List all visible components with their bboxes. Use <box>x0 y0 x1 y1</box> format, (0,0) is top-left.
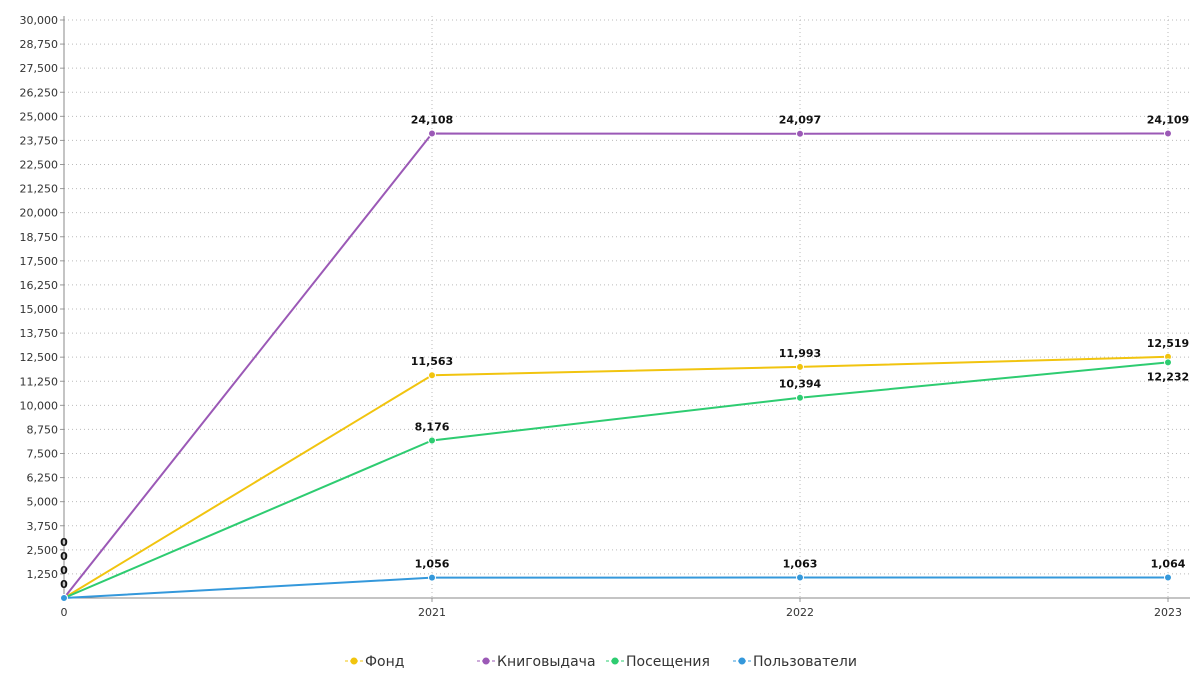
y-tick-label: 28,750 <box>20 38 59 51</box>
x-tick-label: 2023 <box>1154 606 1182 619</box>
data-label: 0 <box>60 536 68 549</box>
x-tick-label: 0 <box>61 606 68 619</box>
y-tick-label: 20,000 <box>20 207 59 220</box>
data-point <box>796 393 804 402</box>
x-tick-label: 2022 <box>786 606 814 619</box>
data-point <box>1164 358 1172 367</box>
y-tick-label: 25,000 <box>20 110 59 123</box>
data-point <box>428 573 436 582</box>
legend-label: Посещения <box>626 654 710 670</box>
series-line <box>63 355 1169 599</box>
data-point <box>428 371 436 380</box>
legend-marker <box>350 657 358 665</box>
data-label: 11,563 <box>411 355 453 368</box>
legend-marker <box>611 657 619 665</box>
data-point <box>428 129 436 138</box>
data-label: 12,232 <box>1147 370 1189 383</box>
data-label: 0 <box>60 564 68 577</box>
data-label: 1,063 <box>783 558 818 571</box>
y-tick-label: 10,000 <box>20 399 59 412</box>
data-point <box>1164 573 1172 582</box>
data-point <box>796 129 804 138</box>
y-tick-label: 23,750 <box>20 134 59 147</box>
y-tick-label: 27,500 <box>20 62 59 75</box>
data-label: 1,064 <box>1151 558 1186 571</box>
legend-label: Пользователи <box>753 654 857 670</box>
y-tick-label: 7,500 <box>27 448 59 461</box>
y-tick-label: 13,750 <box>20 327 59 340</box>
y-tick-label: 26,250 <box>20 86 59 99</box>
data-label: 1,056 <box>415 558 450 571</box>
data-label: 24,097 <box>779 114 821 127</box>
data-label: 0 <box>60 578 68 591</box>
y-tick-label: 17,500 <box>20 255 59 268</box>
series-line <box>63 132 1169 599</box>
y-tick-label: 6,250 <box>27 472 59 485</box>
y-tick-label: 18,750 <box>20 231 59 244</box>
data-label: 0 <box>60 550 68 563</box>
legend-marker <box>482 657 490 665</box>
data-label: 24,108 <box>411 114 453 127</box>
y-tick-label: 8,750 <box>27 423 59 436</box>
legend-label: Книговыдача <box>497 654 596 670</box>
data-point <box>60 594 68 602</box>
data-point <box>428 436 436 445</box>
y-tick-label: 15,000 <box>20 303 59 316</box>
data-point <box>1164 129 1172 138</box>
data-label: 24,109 <box>1147 113 1189 126</box>
y-tick-label: 30,000 <box>20 14 59 27</box>
legend-label: Фонд <box>365 654 404 670</box>
data-point <box>796 573 804 582</box>
y-tick-label: 16,250 <box>20 279 59 292</box>
data-label: 12,519 <box>1147 337 1189 350</box>
series-line <box>63 576 1169 599</box>
y-tick-label: 2,500 <box>27 544 59 557</box>
y-tick-label: 1,250 <box>27 568 59 581</box>
y-tick-label: 5,000 <box>27 496 59 509</box>
data-label: 10,394 <box>779 378 822 391</box>
y-tick-label: 12,500 <box>20 351 59 364</box>
y-tick-label: 3,750 <box>27 520 59 533</box>
data-label: 8,176 <box>415 420 450 433</box>
y-tick-label: 21,250 <box>20 183 59 196</box>
series-line <box>63 361 1169 599</box>
data-label: 11,993 <box>779 347 821 360</box>
y-tick-label: 22,500 <box>20 159 59 172</box>
x-tick-label: 2021 <box>418 606 446 619</box>
legend-marker <box>738 657 746 665</box>
data-point <box>796 362 804 371</box>
y-tick-label: 11,250 <box>20 375 59 388</box>
